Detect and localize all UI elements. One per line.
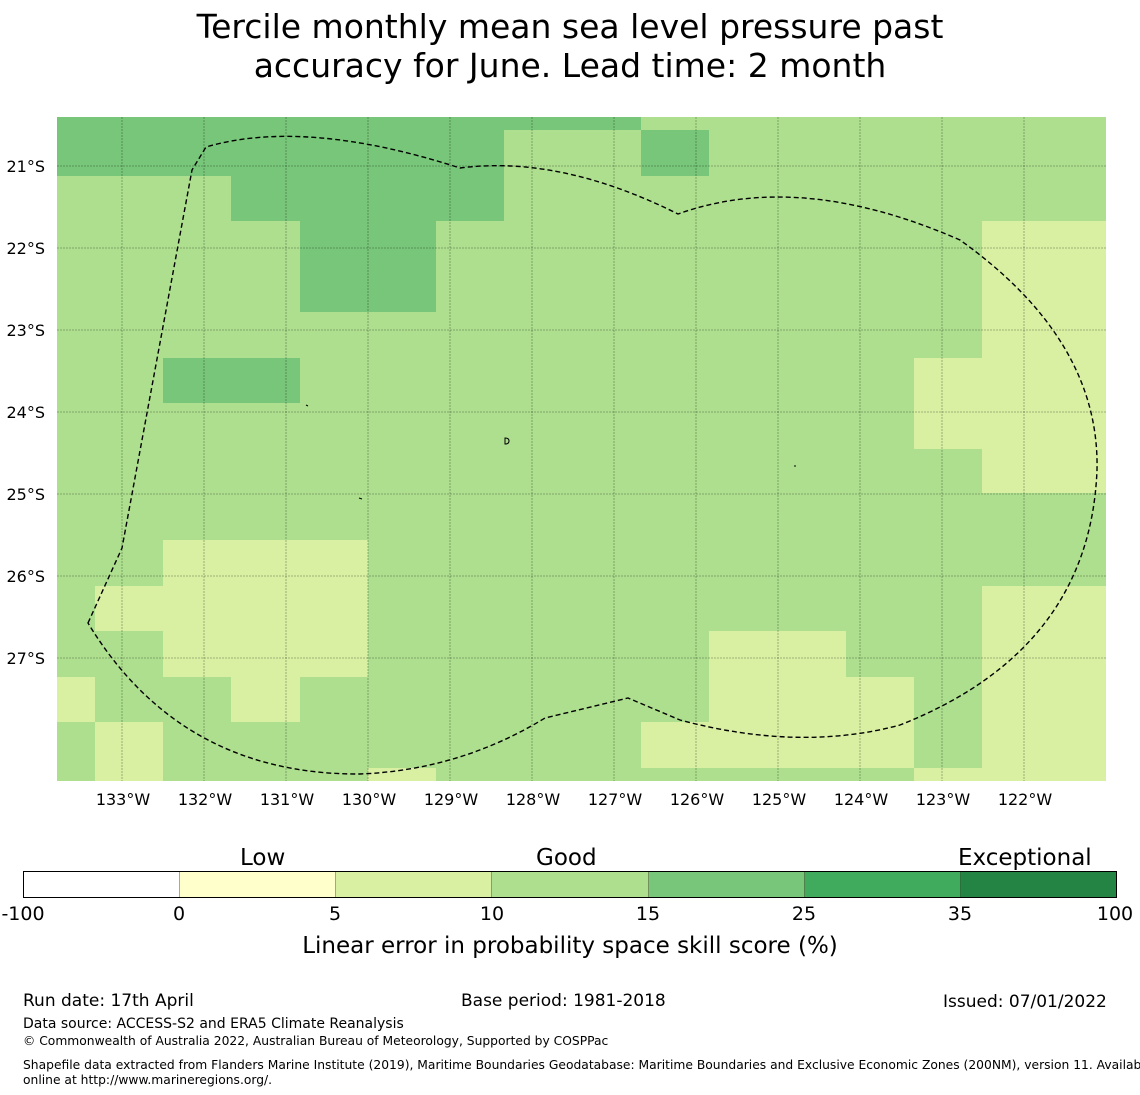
skill-grid-cell [163, 540, 368, 586]
longitude-label: 126°W [670, 790, 725, 809]
data-source: Data source: ACCESS-S2 and ERA5 Climate … [23, 1016, 404, 1032]
latitude-label: 23°S [6, 321, 45, 340]
colorbar-tick: 15 [635, 903, 661, 925]
colorbar-segment [336, 872, 493, 897]
colorbar-segment [492, 872, 649, 897]
colorbar-segment [804, 872, 961, 897]
lat-lon-gridlines [57, 117, 1106, 781]
skill-grid-cell [982, 449, 1106, 493]
colorbar-tick: 100 [1096, 903, 1134, 925]
skill-grid-cell [57, 117, 641, 130]
copyright-notice: © Commonwealth of Australia 2022, Austra… [23, 1034, 609, 1048]
latitude-label: 25°S [6, 485, 45, 504]
island-marker [358, 497, 363, 500]
latitude-label: 21°S [6, 157, 45, 176]
skill-map: 21°S22°S23°S24°S25°S26°S27°S 133°W 132°W 1… [6, 117, 1106, 809]
skill-grid-cell [914, 768, 1106, 781]
skill-grid-cell [368, 768, 436, 781]
longitude-label: 122°W [998, 790, 1053, 809]
island-outline [504, 437, 510, 445]
skill-grid-cell [709, 677, 914, 722]
skill-grid-cell [163, 631, 368, 677]
colorbar-tick: 5 [328, 903, 342, 925]
longitude-label: 130°W [342, 790, 397, 809]
skill-grid-cell [982, 221, 1106, 358]
skill-grid-cell [95, 586, 368, 631]
longitude-label: 133°W [96, 790, 151, 809]
island-marker [305, 404, 309, 407]
skill-grid-cell [57, 130, 504, 176]
colorbar-tick: 35 [947, 903, 973, 925]
colorbar-tick: 10 [479, 903, 505, 925]
skill-grid-cell [982, 586, 1106, 768]
colorbar-tick: 0 [172, 903, 186, 925]
colorbar-segment [24, 872, 181, 897]
colorbar-segment [648, 872, 805, 897]
skill-grid-cell [231, 677, 300, 722]
skill-grid-cell [95, 722, 163, 781]
longitude-label: 125°W [752, 790, 807, 809]
colorbar-tick: -100 [1, 903, 45, 925]
latitude-label: 24°S [6, 403, 45, 422]
colorbar-segment [960, 872, 1116, 897]
skill-grid-cell [300, 221, 436, 312]
latitude-label: 27°S [6, 649, 45, 668]
eez-boundary-dashed [87, 135, 1098, 775]
colorbar-tick: 25 [791, 903, 817, 925]
colorbar-category-exceptional: Exceptional [958, 845, 1092, 871]
issued-date: Issued: 07/01/2022 [943, 992, 1107, 1012]
shapefile-credit-line-1: Shapefile data extracted from Flanders M… [23, 1058, 1140, 1072]
map-title-line-2: accuracy for June. Lead time: 2 month [253, 46, 887, 85]
longitude-label: 127°W [588, 790, 643, 809]
longitude-label: 129°W [424, 790, 479, 809]
colorbar-segment [180, 872, 337, 897]
latitude-label: 22°S [6, 239, 45, 258]
skill-grid-cell [709, 631, 846, 677]
skill-grid-cell [641, 722, 914, 768]
skill-grid-cell [57, 677, 95, 722]
shapefile-credit-line-2: online at http://www.marineregions.org/. [23, 1073, 273, 1087]
longitude-label: 124°W [834, 790, 889, 809]
longitude-labels: 133°W 132°W 131°W 130°W 129°W 128°W 127°W 126°W… [96, 790, 1053, 809]
longitude-label: 132°W [178, 790, 233, 809]
map-title-line-1: Tercile monthly mean sea level pressure … [196, 7, 944, 46]
run-date: Run date: 17th April [23, 991, 194, 1011]
longitude-label: 131°W [260, 790, 315, 809]
skill-grid-cell [641, 130, 709, 176]
latitude-labels: 21°S 22°S 23°S 24°S 25°S 26°S 27°S [6, 157, 45, 668]
colorbar [23, 871, 1117, 898]
colorbar-axis-label: Linear error in probability space skill … [302, 933, 838, 959]
skill-grid-cell [914, 358, 1106, 449]
skill-grid-cell [231, 176, 504, 221]
base-period: Base period: 1981-2018 [461, 991, 666, 1011]
skill-grid-cell [163, 358, 300, 403]
colorbar-category-good: Good [536, 845, 597, 871]
latitude-label: 26°S [6, 567, 45, 586]
colorbar-category-low: Low [240, 845, 286, 871]
skill-grid-cells [57, 117, 1106, 781]
longitude-label: 128°W [506, 790, 561, 809]
longitude-label: 123°W [916, 790, 971, 809]
